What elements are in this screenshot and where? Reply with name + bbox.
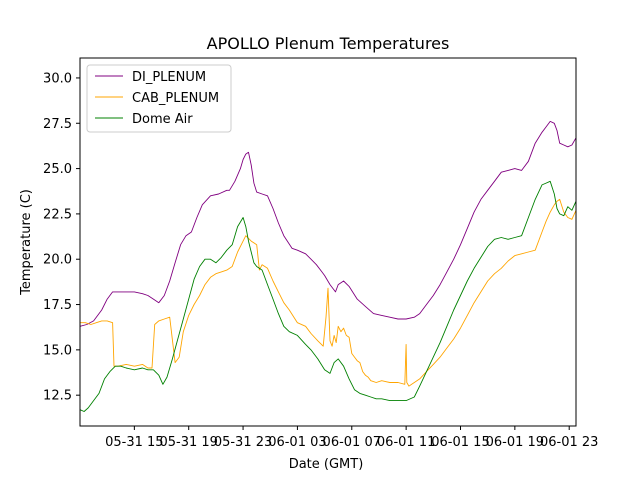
y-tick-label: 12.5 bbox=[43, 389, 72, 404]
x-tick-label: 05-31 15 bbox=[105, 435, 163, 450]
x-tick-label: 06-01 07 bbox=[323, 435, 381, 450]
y-tick-label: 22.5 bbox=[43, 207, 72, 222]
y-tick-label: 15.0 bbox=[43, 343, 72, 358]
x-axis-label: Date (GMT) bbox=[289, 457, 364, 472]
legend-label: DI_PLENUM bbox=[132, 70, 206, 85]
y-tick-label: 20.0 bbox=[43, 253, 72, 268]
series-line-cab-plenum: CAB_PLENUM bbox=[80, 198, 577, 387]
y-tick-label: 27.5 bbox=[43, 117, 72, 132]
legend-label: Dome Air bbox=[132, 112, 193, 127]
y-tick-label: 25.0 bbox=[43, 162, 72, 177]
legend-box bbox=[86, 64, 232, 133]
y-axis-label: Temperature (C) bbox=[19, 189, 34, 296]
x-tick-label: 06-01 19 bbox=[486, 435, 544, 450]
legend: DI_PLENUM CAB_PLENUM Dome Air bbox=[86, 64, 232, 133]
x-tick-label: 06-01 23 bbox=[540, 435, 598, 450]
x-tick-label: 06-01 11 bbox=[377, 435, 435, 450]
x-tick-label: 06-01 15 bbox=[431, 435, 489, 450]
y-tick-label: 30.0 bbox=[43, 71, 72, 86]
x-tick-label: 05-31 23 bbox=[214, 435, 272, 450]
y-tick-label: 17.5 bbox=[43, 298, 72, 313]
series-line-di-plenum: DI_PLENUM bbox=[79, 120, 577, 327]
chart-title: APOLLO Plenum Temperatures bbox=[207, 34, 450, 53]
x-tick-label: 06-01 03 bbox=[268, 435, 326, 450]
y-axis: 12.5 15.0 17.5 20.0 22.5 25.0 27.5 30.0 bbox=[43, 71, 80, 404]
plot-frame bbox=[79, 57, 577, 427]
x-tick-label: 05-31 19 bbox=[159, 435, 217, 450]
legend-label: CAB_PLENUM bbox=[132, 91, 219, 106]
series-line-dome-air: Dome Air bbox=[79, 180, 577, 412]
